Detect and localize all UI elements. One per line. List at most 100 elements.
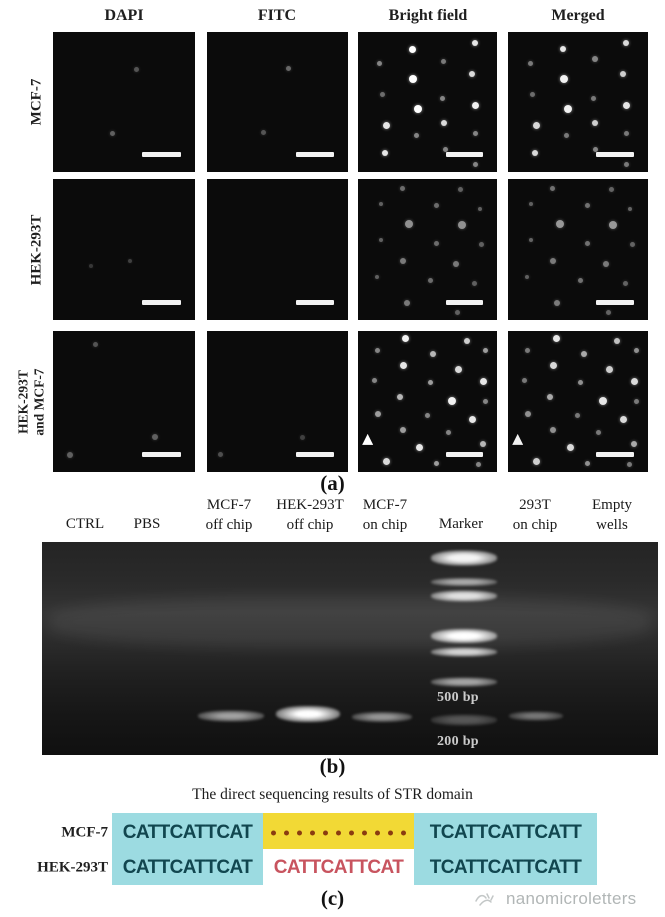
cell-dot xyxy=(547,394,554,401)
cell-dot xyxy=(580,350,587,357)
cell-dot xyxy=(430,350,437,357)
micro-image-bright-field-row1 xyxy=(358,32,497,172)
scale-bar xyxy=(295,452,334,458)
cell-dot xyxy=(522,377,527,383)
cell-dot xyxy=(480,377,488,385)
column-header-merged: Merged xyxy=(551,7,605,24)
lane-label-0: CTRL xyxy=(65,516,105,532)
cell-dot xyxy=(458,221,467,230)
cell-dot xyxy=(152,433,159,440)
cell-dot xyxy=(620,71,626,78)
cell-dot xyxy=(578,380,583,386)
cell-dot xyxy=(512,433,524,445)
seq-block-right-cyan xyxy=(414,813,597,885)
deletion-dot xyxy=(297,830,302,836)
cell-dot xyxy=(550,362,557,370)
cell-dot xyxy=(67,452,74,459)
micro-image-fitc-row2 xyxy=(207,179,348,320)
cell-dot xyxy=(585,241,590,247)
cell-dot xyxy=(596,429,602,435)
cell-dot xyxy=(427,277,433,283)
column-header-dapi: DAPI xyxy=(104,7,144,24)
cell-dot xyxy=(473,131,479,137)
micro-image-merged-row3 xyxy=(508,331,648,472)
micro-image-merged-row2 xyxy=(508,179,648,320)
cell-dot xyxy=(452,260,459,267)
deletion-dot xyxy=(271,830,276,836)
cell-dot xyxy=(527,61,533,67)
sequence-segment: CATTCATTCAT xyxy=(122,857,253,878)
cell-dot xyxy=(603,260,610,267)
cell-dot xyxy=(374,347,380,353)
cell-dot xyxy=(564,104,572,113)
cell-dot xyxy=(413,132,419,138)
sample-band xyxy=(352,712,412,722)
sample-band xyxy=(198,710,264,722)
cell-dot xyxy=(483,398,489,404)
cell-dot xyxy=(585,460,590,466)
column-header-fitc: FITC xyxy=(257,7,297,24)
cell-dot xyxy=(399,426,406,433)
cell-dot xyxy=(471,102,479,109)
cell-dot xyxy=(533,457,541,465)
cell-dot xyxy=(442,146,448,152)
cell-dot xyxy=(480,440,487,447)
cell-dot xyxy=(403,300,410,307)
cell-dot xyxy=(427,380,433,386)
micro-image-dapi-row2 xyxy=(53,179,195,320)
cell-dot xyxy=(476,462,482,468)
cell-dot xyxy=(606,310,611,316)
cell-dot xyxy=(128,259,133,264)
panel-b-label: (b) xyxy=(319,754,346,778)
cell-dot xyxy=(566,443,574,451)
cell-dot xyxy=(622,102,630,109)
sequence-segment: CATTCATTCAT xyxy=(122,822,253,843)
cell-dot xyxy=(448,397,457,406)
deletion-dot xyxy=(323,830,328,836)
deletion-dot xyxy=(284,830,289,836)
gel-size-label: 500 bp xyxy=(437,690,479,705)
cell-dot xyxy=(377,61,383,67)
column-header-bright-field: Bright field xyxy=(388,7,468,24)
cell-dot xyxy=(471,40,478,47)
cell-dot xyxy=(381,149,388,156)
cell-dot xyxy=(592,120,598,127)
cell-dot xyxy=(622,280,628,286)
gel-smear xyxy=(48,596,652,648)
marker-ladder-band xyxy=(431,629,497,643)
micro-image-dapi-row3 xyxy=(53,331,195,472)
cell-dot xyxy=(524,347,530,353)
scale-bar xyxy=(142,452,181,458)
cell-dot xyxy=(559,75,568,84)
lane-label-1: PBS xyxy=(133,516,161,532)
cell-dot xyxy=(593,146,599,152)
cell-dot xyxy=(531,149,538,156)
cell-dot xyxy=(530,92,536,98)
cell-dot xyxy=(434,202,440,208)
cell-dot xyxy=(374,274,379,279)
cell-dot xyxy=(473,162,479,168)
micro-image-bright-field-row2 xyxy=(358,179,497,320)
cell-dot xyxy=(552,335,560,343)
sequence-segment: TCATTCATTCATT xyxy=(429,822,582,843)
sequence-row-name: MCF-7 xyxy=(61,824,108,841)
cell-dot xyxy=(624,131,630,137)
deletion-dot xyxy=(401,830,406,836)
cell-dot xyxy=(599,397,607,406)
cell-dot xyxy=(585,202,590,208)
cell-dot xyxy=(550,186,555,192)
cell-dot xyxy=(441,58,447,64)
deletion-dot xyxy=(336,830,341,836)
cell-dot xyxy=(378,201,383,206)
cell-dot xyxy=(628,207,633,212)
cell-dot xyxy=(554,300,561,307)
cell-dot xyxy=(622,40,629,47)
cell-dot xyxy=(300,435,306,441)
deletion-dot xyxy=(375,830,380,836)
cell-dot xyxy=(440,96,445,102)
lane-label-2: MCF-7 off chip xyxy=(205,497,253,533)
scale-bar xyxy=(295,300,334,306)
cell-dot xyxy=(483,347,489,353)
cell-dot xyxy=(469,415,477,423)
